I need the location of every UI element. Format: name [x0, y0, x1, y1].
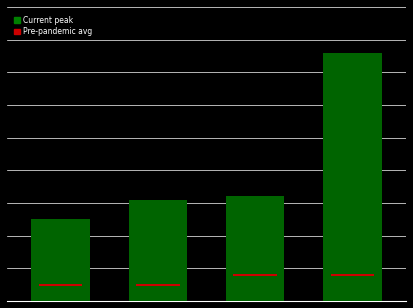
Bar — [31, 219, 90, 301]
Bar — [323, 53, 382, 301]
Bar — [38, 284, 82, 286]
Bar — [331, 274, 375, 276]
Bar — [226, 197, 285, 301]
Bar — [128, 200, 187, 301]
Legend: Current peak, Pre-pandemic avg: Current peak, Pre-pandemic avg — [12, 14, 94, 38]
Bar — [136, 284, 180, 286]
Bar — [233, 274, 277, 276]
